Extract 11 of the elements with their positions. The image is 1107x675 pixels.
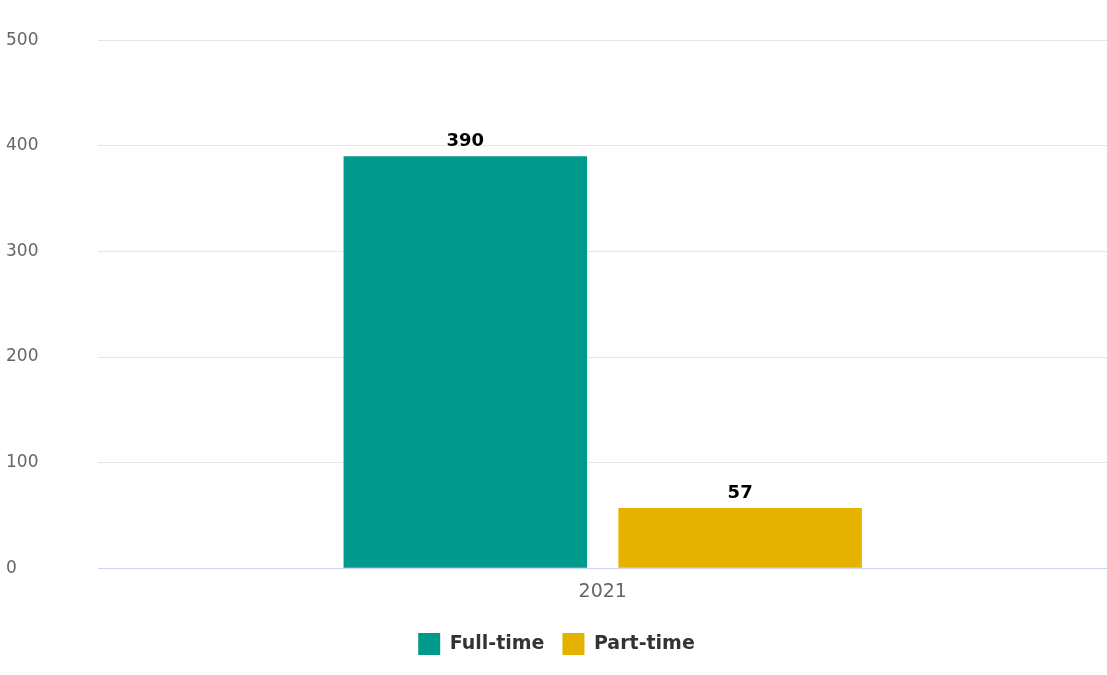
y-tick-label: 200 bbox=[6, 345, 39, 366]
y-tick-label: 500 bbox=[6, 28, 39, 49]
data-label: 57 bbox=[727, 480, 753, 502]
data-label: 390 bbox=[446, 129, 485, 151]
y-tick-label: 400 bbox=[6, 134, 39, 155]
x-tick-label: 2021 bbox=[578, 578, 627, 601]
legend-label: Full-time bbox=[449, 630, 545, 653]
y-tick-label: 100 bbox=[6, 451, 39, 472]
y-tick-label: 0 bbox=[6, 556, 17, 577]
legend-label: Part-time bbox=[593, 630, 695, 653]
y-tick-label: 300 bbox=[6, 239, 39, 260]
